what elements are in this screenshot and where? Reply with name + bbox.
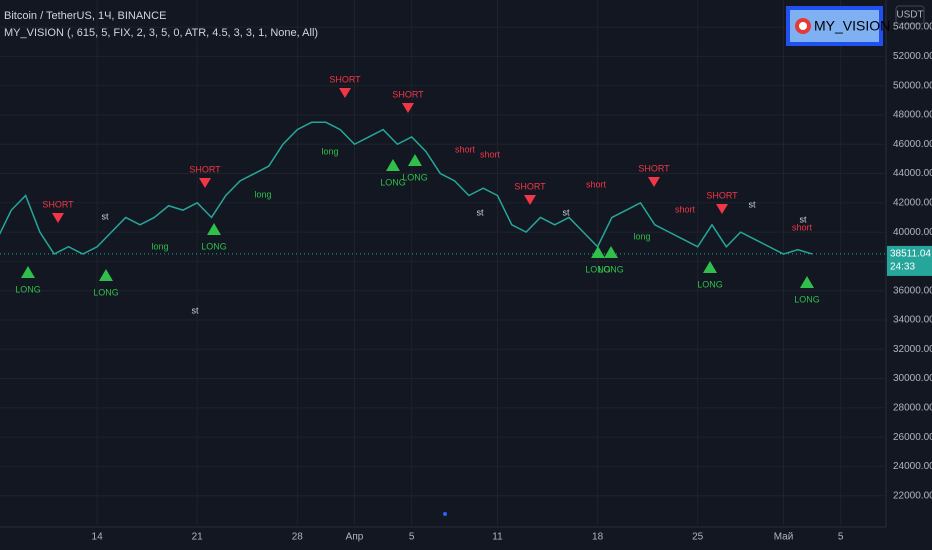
signal-arrow [800,276,814,288]
x-tick-label: Май [774,532,794,543]
signal-label: st [101,211,109,221]
y-tick-label: 22000.00 [893,490,932,501]
signal-label: long [633,231,650,241]
x-tick-label: 5 [409,532,415,543]
x-tick-label: 11 [492,532,503,543]
signal-label: LONG [585,264,611,274]
signal-arrow [524,195,536,205]
y-tick-label: 36000.00 [893,285,932,296]
signal-arrow [402,103,414,113]
y-tick-label: 44000.00 [893,168,932,179]
signal-label: st [799,214,807,224]
price-line [0,121,813,256]
signal-label: LONG [93,287,119,297]
badge-label: MY_VISION [814,18,890,34]
indicator-label[interactable]: MY_VISION (, 615, 5, FIX, 2, 3, 5, 0, AT… [4,27,318,39]
signal-label: SHORT [329,74,361,84]
signal-arrow [591,246,605,258]
signal-label: LONG [380,177,406,187]
y-tick-label: 50000.00 [893,80,932,91]
signal-label: SHORT [392,89,424,99]
signal-label: st [562,207,570,217]
signal-label: long [151,241,168,251]
signal-label: st [191,305,199,315]
y-tick-label: 40000.00 [893,227,932,238]
signal-label: st [748,199,756,209]
badge-icon [799,22,807,30]
currency: USDT [896,10,923,21]
y-tick-label: 30000.00 [893,373,932,384]
signal-arrow [716,204,728,214]
signal-arrow [99,269,113,281]
signal-label: LONG [402,172,428,182]
signal-label: short [792,222,813,232]
signal-arrow [386,159,400,171]
y-tick-label: 42000.00 [893,197,932,208]
x-tick-label: 25 [692,532,704,543]
currency-box[interactable] [895,5,925,25]
signal-label: SHORT [706,190,738,200]
signal-arrow [408,154,422,166]
y-tick-label: 34000.00 [893,315,932,326]
y-tick-label: 28000.00 [893,402,932,413]
signal-label: SHORT [514,181,546,191]
signal-label: SHORT [42,199,74,209]
signal-label: SHORT [638,163,670,173]
y-tick-label: 52000.00 [893,51,932,62]
signal-label: LONG [201,241,227,251]
signal-label: LONG [697,279,723,289]
signal-arrow [703,261,717,273]
price-tag [887,245,932,276]
signal-arrow [199,178,211,188]
last-price: 38511.04 [890,249,931,260]
signal-arrow [207,223,221,235]
y-tick-label: 24000.00 [893,461,932,472]
x-tick-label: Апр [346,532,364,543]
signal-arrow [648,177,660,187]
y-tick-label: 54000.00 [893,22,932,33]
y-tick-label: 46000.00 [893,139,932,150]
countdown: 24:33 [890,262,915,273]
x-tick-label: 5 [838,532,844,543]
x-tick-label: 18 [592,532,604,543]
chart-title: Bitcoin / TetherUS, 1Ч, BINANCE [4,10,166,22]
signal-label: short [675,204,696,214]
signal-label: short [480,149,501,159]
signal-label: LONG [15,284,41,294]
x-tick-label: 28 [292,532,304,543]
signal-arrow [339,88,351,98]
signal-label: short [455,144,476,154]
x-tick-label: 21 [192,532,204,543]
signal-arrow [604,246,618,258]
signal-label: long [254,189,271,199]
y-tick-label: 26000.00 [893,432,932,443]
dot [443,512,447,516]
y-tick-label: 48000.00 [893,110,932,121]
signal-arrow [21,266,35,278]
y-tick-label: 32000.00 [893,344,932,355]
signal-label: LONG [598,264,624,274]
signal-label: SHORT [189,164,221,174]
signal-arrow [52,213,64,223]
signal-label: LONG [794,294,820,304]
signal-label: long [321,146,338,156]
x-tick-label: 14 [92,532,104,543]
signal-label: st [476,207,484,217]
signal-label: short [586,179,607,189]
